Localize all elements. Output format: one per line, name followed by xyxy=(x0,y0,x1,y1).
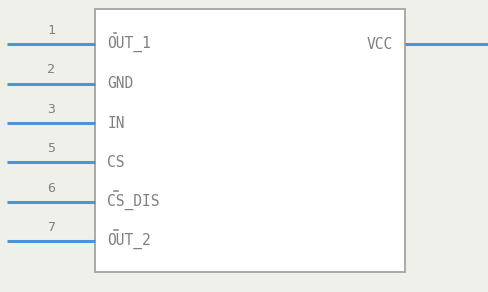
Text: 7: 7 xyxy=(47,221,55,234)
Text: CS: CS xyxy=(107,155,125,170)
Text: CS_DIS: CS_DIS xyxy=(107,194,160,210)
Text: GND: GND xyxy=(107,76,134,91)
Text: 5: 5 xyxy=(47,142,55,155)
Text: IN: IN xyxy=(107,116,125,131)
Text: 2: 2 xyxy=(47,63,55,76)
Text: OUT_1: OUT_1 xyxy=(107,36,151,52)
Bar xyxy=(95,9,405,272)
Text: VCC: VCC xyxy=(366,37,393,52)
Text: 6: 6 xyxy=(47,182,55,194)
Text: 3: 3 xyxy=(47,103,55,116)
Text: OUT_2: OUT_2 xyxy=(107,233,151,249)
Text: 1: 1 xyxy=(47,24,55,37)
